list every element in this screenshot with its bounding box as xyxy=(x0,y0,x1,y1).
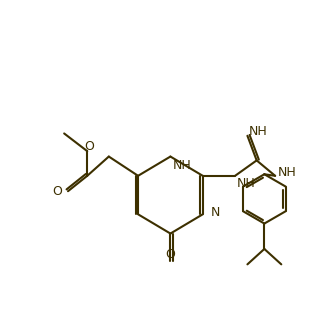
Text: NH: NH xyxy=(278,166,297,179)
Text: O: O xyxy=(52,185,62,198)
Text: O: O xyxy=(84,140,94,153)
Text: NH: NH xyxy=(237,177,255,190)
Text: N: N xyxy=(211,206,220,219)
Text: NH: NH xyxy=(249,125,268,138)
Text: O: O xyxy=(166,248,175,261)
Text: NH: NH xyxy=(173,159,192,172)
